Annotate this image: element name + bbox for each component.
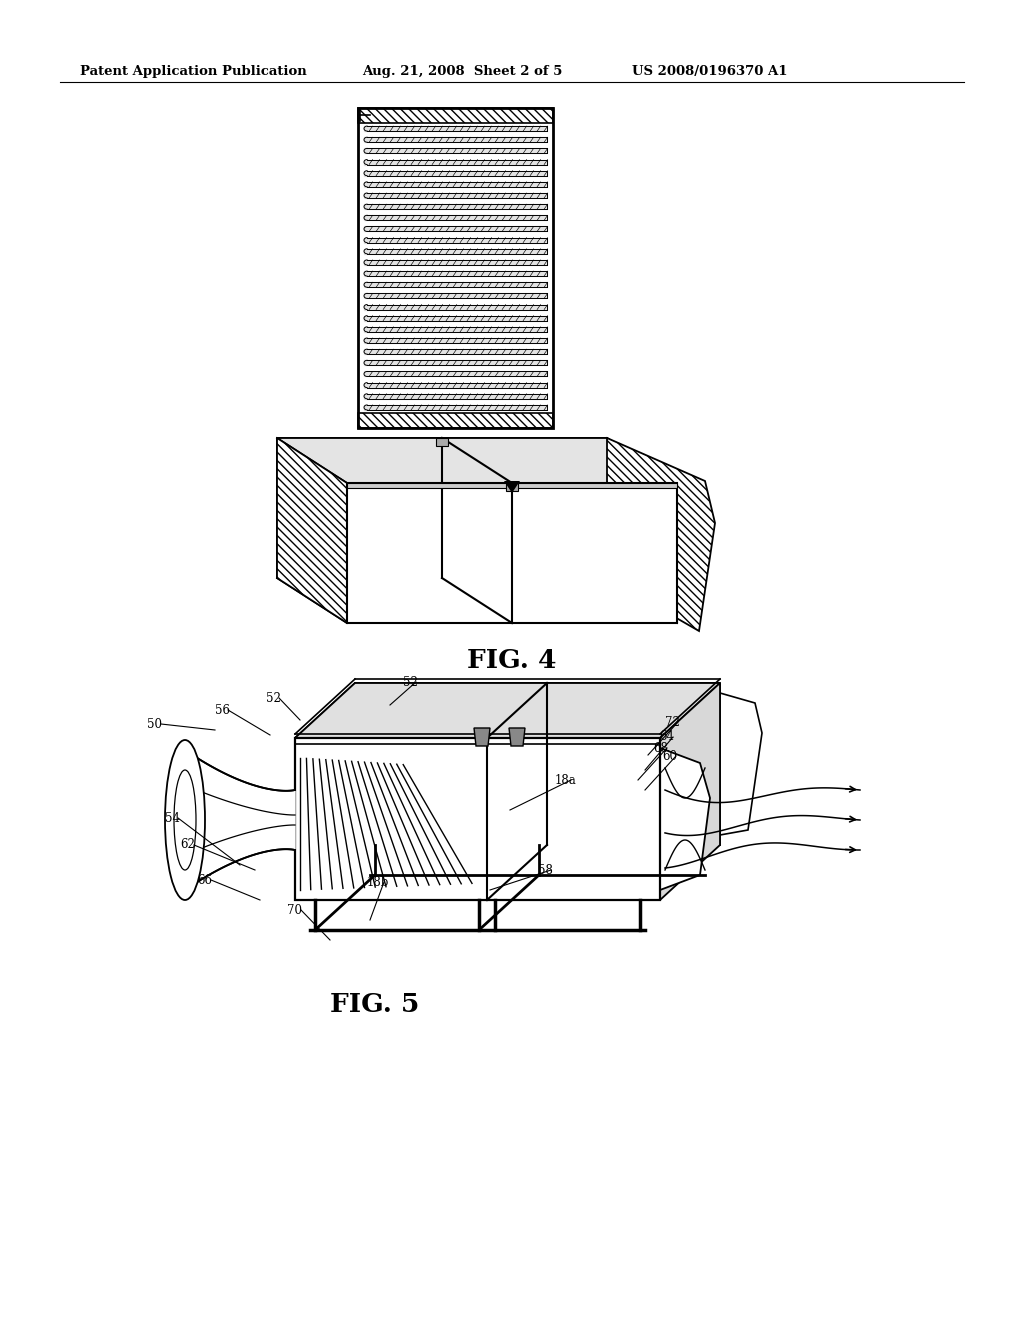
Text: 64: 64 (659, 730, 675, 743)
Bar (506, 483, 518, 491)
Polygon shape (295, 682, 720, 738)
Polygon shape (355, 682, 720, 845)
Polygon shape (660, 682, 720, 900)
Polygon shape (295, 688, 360, 900)
Text: 70: 70 (288, 903, 302, 916)
Text: Aug. 21, 2008  Sheet 2 of 5: Aug. 21, 2008 Sheet 2 of 5 (362, 65, 562, 78)
Polygon shape (509, 729, 525, 746)
Text: FIG. 4: FIG. 4 (467, 648, 557, 672)
Bar (347, 483, 677, 623)
Ellipse shape (165, 741, 205, 900)
Bar (358, 413, 553, 428)
Polygon shape (185, 750, 295, 890)
Bar (278, 438, 607, 578)
Polygon shape (720, 693, 762, 836)
Text: 18a: 18a (554, 774, 575, 787)
Polygon shape (278, 438, 677, 483)
Text: FIG. 5: FIG. 5 (331, 993, 420, 1018)
Bar (436, 438, 449, 446)
Bar (358, 108, 553, 123)
Text: 72: 72 (665, 715, 680, 729)
Text: 68: 68 (653, 742, 669, 755)
Text: 56: 56 (214, 704, 229, 717)
Polygon shape (278, 438, 347, 623)
Bar (358, 108, 553, 428)
Polygon shape (607, 438, 715, 631)
Polygon shape (474, 729, 490, 746)
Bar (347, 483, 677, 488)
Text: Patent Application Publication: Patent Application Publication (80, 65, 307, 78)
Text: 58: 58 (538, 863, 552, 876)
Text: 62: 62 (180, 838, 196, 851)
Text: 60: 60 (663, 750, 678, 763)
Text: 54: 54 (165, 812, 179, 825)
Text: 66: 66 (198, 874, 213, 887)
Text: 18b: 18b (367, 875, 389, 888)
Text: 52: 52 (265, 692, 281, 705)
Text: 50: 50 (147, 718, 163, 730)
Polygon shape (295, 682, 355, 900)
Text: 52: 52 (402, 676, 418, 689)
Text: FIG. 3: FIG. 3 (467, 455, 557, 480)
Text: US 2008/0196370 A1: US 2008/0196370 A1 (632, 65, 787, 78)
Polygon shape (660, 748, 710, 890)
Polygon shape (504, 480, 520, 492)
Polygon shape (295, 738, 660, 900)
